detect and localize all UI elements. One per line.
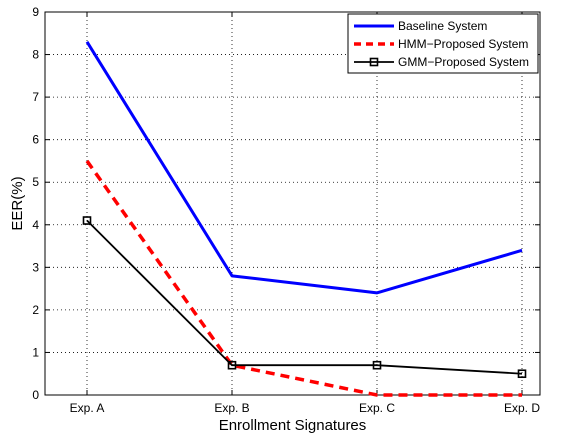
y-axis-label: EER(%): [9, 176, 26, 230]
y-tick-label: 8: [32, 48, 39, 62]
y-tick-label: 5: [32, 175, 39, 189]
y-tick-label: 2: [32, 303, 39, 317]
series-line-3: [86, 219, 523, 375]
legend-label: HMM−Proposed System: [398, 37, 528, 51]
x-tick-label: Exp. B: [214, 401, 249, 415]
axis-ticks: 0 1 2 3 4 5 6 7 8 9 Exp. A Exp. B Exp. C Exp. D: [32, 5, 540, 415]
y-tick-label: 3: [32, 260, 39, 274]
x-axis-label: Enrollment Signatures: [219, 417, 367, 434]
data-point-marker: [227, 360, 237, 370]
series-lines: [82, 40, 527, 397]
series-line-1: [85, 40, 523, 295]
series-line-2: [85, 159, 522, 397]
y-tick-label: 4: [32, 218, 39, 232]
legend-marker: [369, 57, 379, 67]
y-tick-label: 0: [32, 388, 39, 402]
plot-frame: [44, 11, 541, 396]
y-tick-label: 1: [32, 345, 39, 359]
data-point-marker: [517, 369, 527, 379]
data-point-marker: [372, 360, 382, 370]
data-point-marker: [82, 216, 92, 225]
y-tick-label: 7: [32, 90, 39, 104]
x-tick-label: Exp. A: [70, 401, 105, 415]
y-tick-label: 6: [32, 133, 39, 147]
legend: Baseline System HMM−Proposed System GMM−Pr…: [347, 13, 539, 74]
legend-label: Baseline System: [398, 19, 487, 33]
x-tick-label: Exp. C: [359, 401, 395, 415]
legend-label: GMM−Proposed System: [398, 55, 529, 69]
y-tick-label: 9: [32, 5, 39, 19]
x-tick-label: Exp. D: [504, 401, 540, 415]
